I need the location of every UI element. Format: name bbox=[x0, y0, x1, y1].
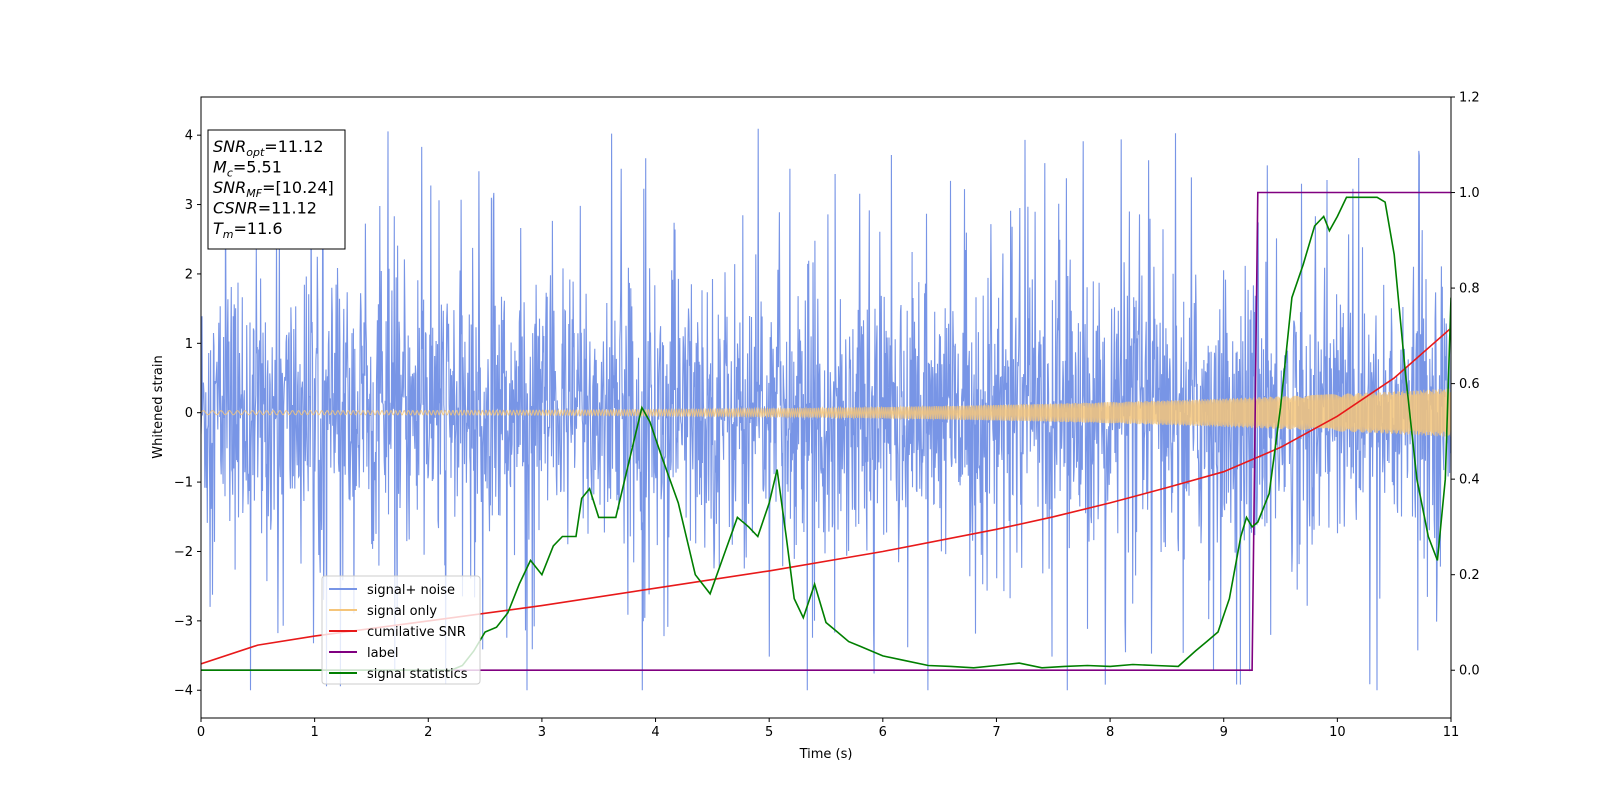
series-line-signal-noise bbox=[201, 128, 1451, 691]
info-line: Mc=5.51 bbox=[213, 158, 282, 180]
x-tick-label: 5 bbox=[765, 725, 773, 740]
y2-tick-label: 0.2 bbox=[1459, 568, 1480, 583]
legend-label-signal-only: signal only bbox=[367, 604, 437, 619]
x-tick-label: 10 bbox=[1329, 725, 1346, 740]
x-tick-label: 9 bbox=[1220, 725, 1228, 740]
y-axis-label: Whitened strain bbox=[151, 355, 166, 458]
info-line: Tm=11.6 bbox=[213, 219, 283, 241]
y2-tick-label: 1.0 bbox=[1459, 186, 1480, 201]
x-tick-label: 3 bbox=[538, 725, 546, 740]
y2-tick-label: 0.8 bbox=[1459, 282, 1480, 297]
y-tick-label: −4 bbox=[174, 684, 193, 699]
series-line-signal-only bbox=[201, 388, 1451, 437]
legend-frame bbox=[321, 575, 481, 685]
x-tick-label: 7 bbox=[992, 725, 1000, 740]
legend-label-label: label bbox=[367, 646, 398, 661]
series-line-signal-statistics bbox=[201, 196, 1451, 671]
info-line: SNRopt=11.12 bbox=[213, 137, 324, 159]
x-tick-label: 11 bbox=[1443, 725, 1460, 740]
y-tick-label: 2 bbox=[185, 267, 193, 282]
series-line-label bbox=[201, 191, 1451, 671]
y-tick-label: −1 bbox=[174, 476, 193, 491]
y-tick-label: −2 bbox=[174, 545, 193, 560]
y2-tick-label: 0.4 bbox=[1459, 473, 1480, 488]
legend: signal+ noise signal only cumilative SNR la… bbox=[321, 575, 481, 685]
y-axis-right: 0.0 0.2 0.4 0.6 0.8 1.0 1.2 bbox=[1451, 91, 1480, 679]
y2-tick-label: 0.0 bbox=[1459, 664, 1480, 679]
info-box-frame bbox=[207, 129, 346, 250]
y-tick-label: 1 bbox=[185, 337, 193, 352]
y2-tick-label: 1.2 bbox=[1459, 91, 1480, 106]
y-tick-label: 0 bbox=[185, 406, 193, 421]
legend-label-signal-noise: signal+ noise bbox=[367, 583, 455, 598]
legend-label-signal-statistics: signal statistics bbox=[367, 667, 468, 682]
x-axis-label: Time (s) bbox=[799, 747, 853, 762]
info-line: CSNR=11.12 bbox=[213, 199, 317, 218]
x-tick-label: 1 bbox=[310, 725, 318, 740]
x-axis: 0 1 2 3 4 5 6 7 8 9 10 11 bbox=[197, 718, 1459, 740]
x-tick-label: 4 bbox=[651, 725, 659, 740]
y-tick-label: −3 bbox=[174, 614, 193, 629]
y-tick-label: 3 bbox=[185, 198, 193, 213]
y-tick-label: 4 bbox=[185, 129, 193, 144]
x-tick-label: 6 bbox=[879, 725, 887, 740]
legend-label-cumilative-snr: cumilative SNR bbox=[367, 625, 466, 640]
x-tick-label: 8 bbox=[1106, 725, 1114, 740]
y-axis-left: −4 −3 −2 −1 0 1 2 3 4 bbox=[174, 129, 201, 699]
info-line: SNRMF=[10.24] bbox=[213, 178, 334, 200]
plot-frame bbox=[200, 96, 1452, 719]
x-tick-label: 2 bbox=[424, 725, 432, 740]
info-box: SNRopt=11.12Mc=5.51SNRMF=[10.24]CSNR=11.… bbox=[207, 129, 346, 250]
y2-tick-label: 0.6 bbox=[1459, 377, 1480, 392]
x-tick-label: 0 bbox=[197, 725, 205, 740]
